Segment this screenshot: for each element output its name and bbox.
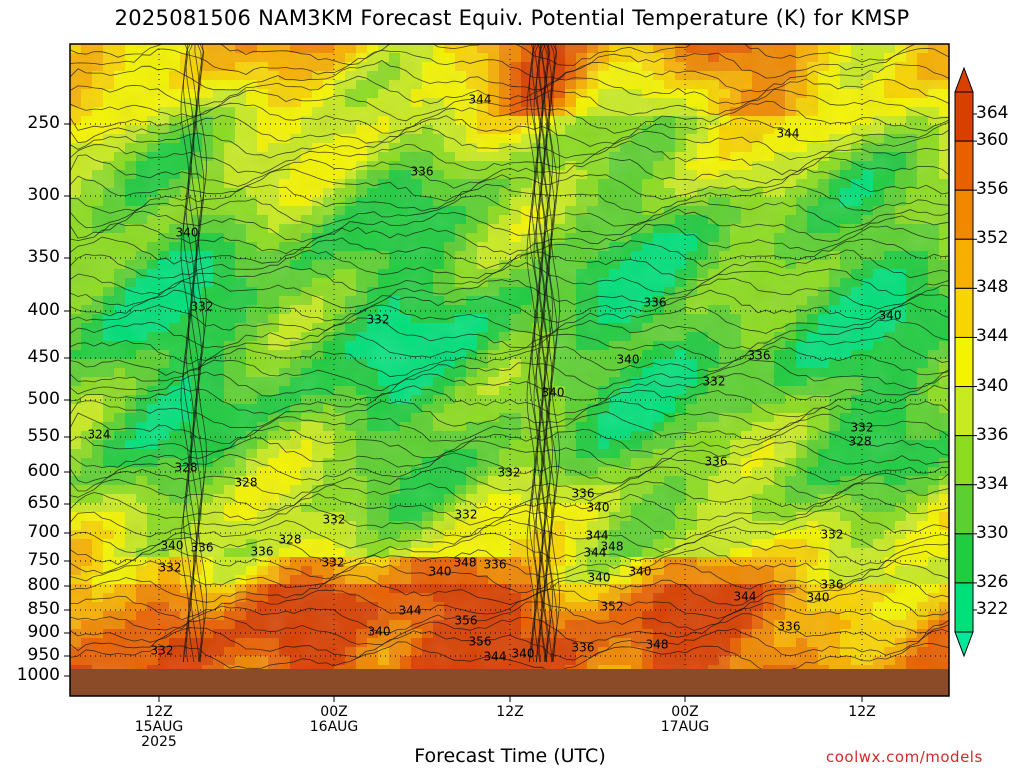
chart-title: 2025081506 NAM3KM Forecast Equiv. Potent… <box>114 6 910 30</box>
